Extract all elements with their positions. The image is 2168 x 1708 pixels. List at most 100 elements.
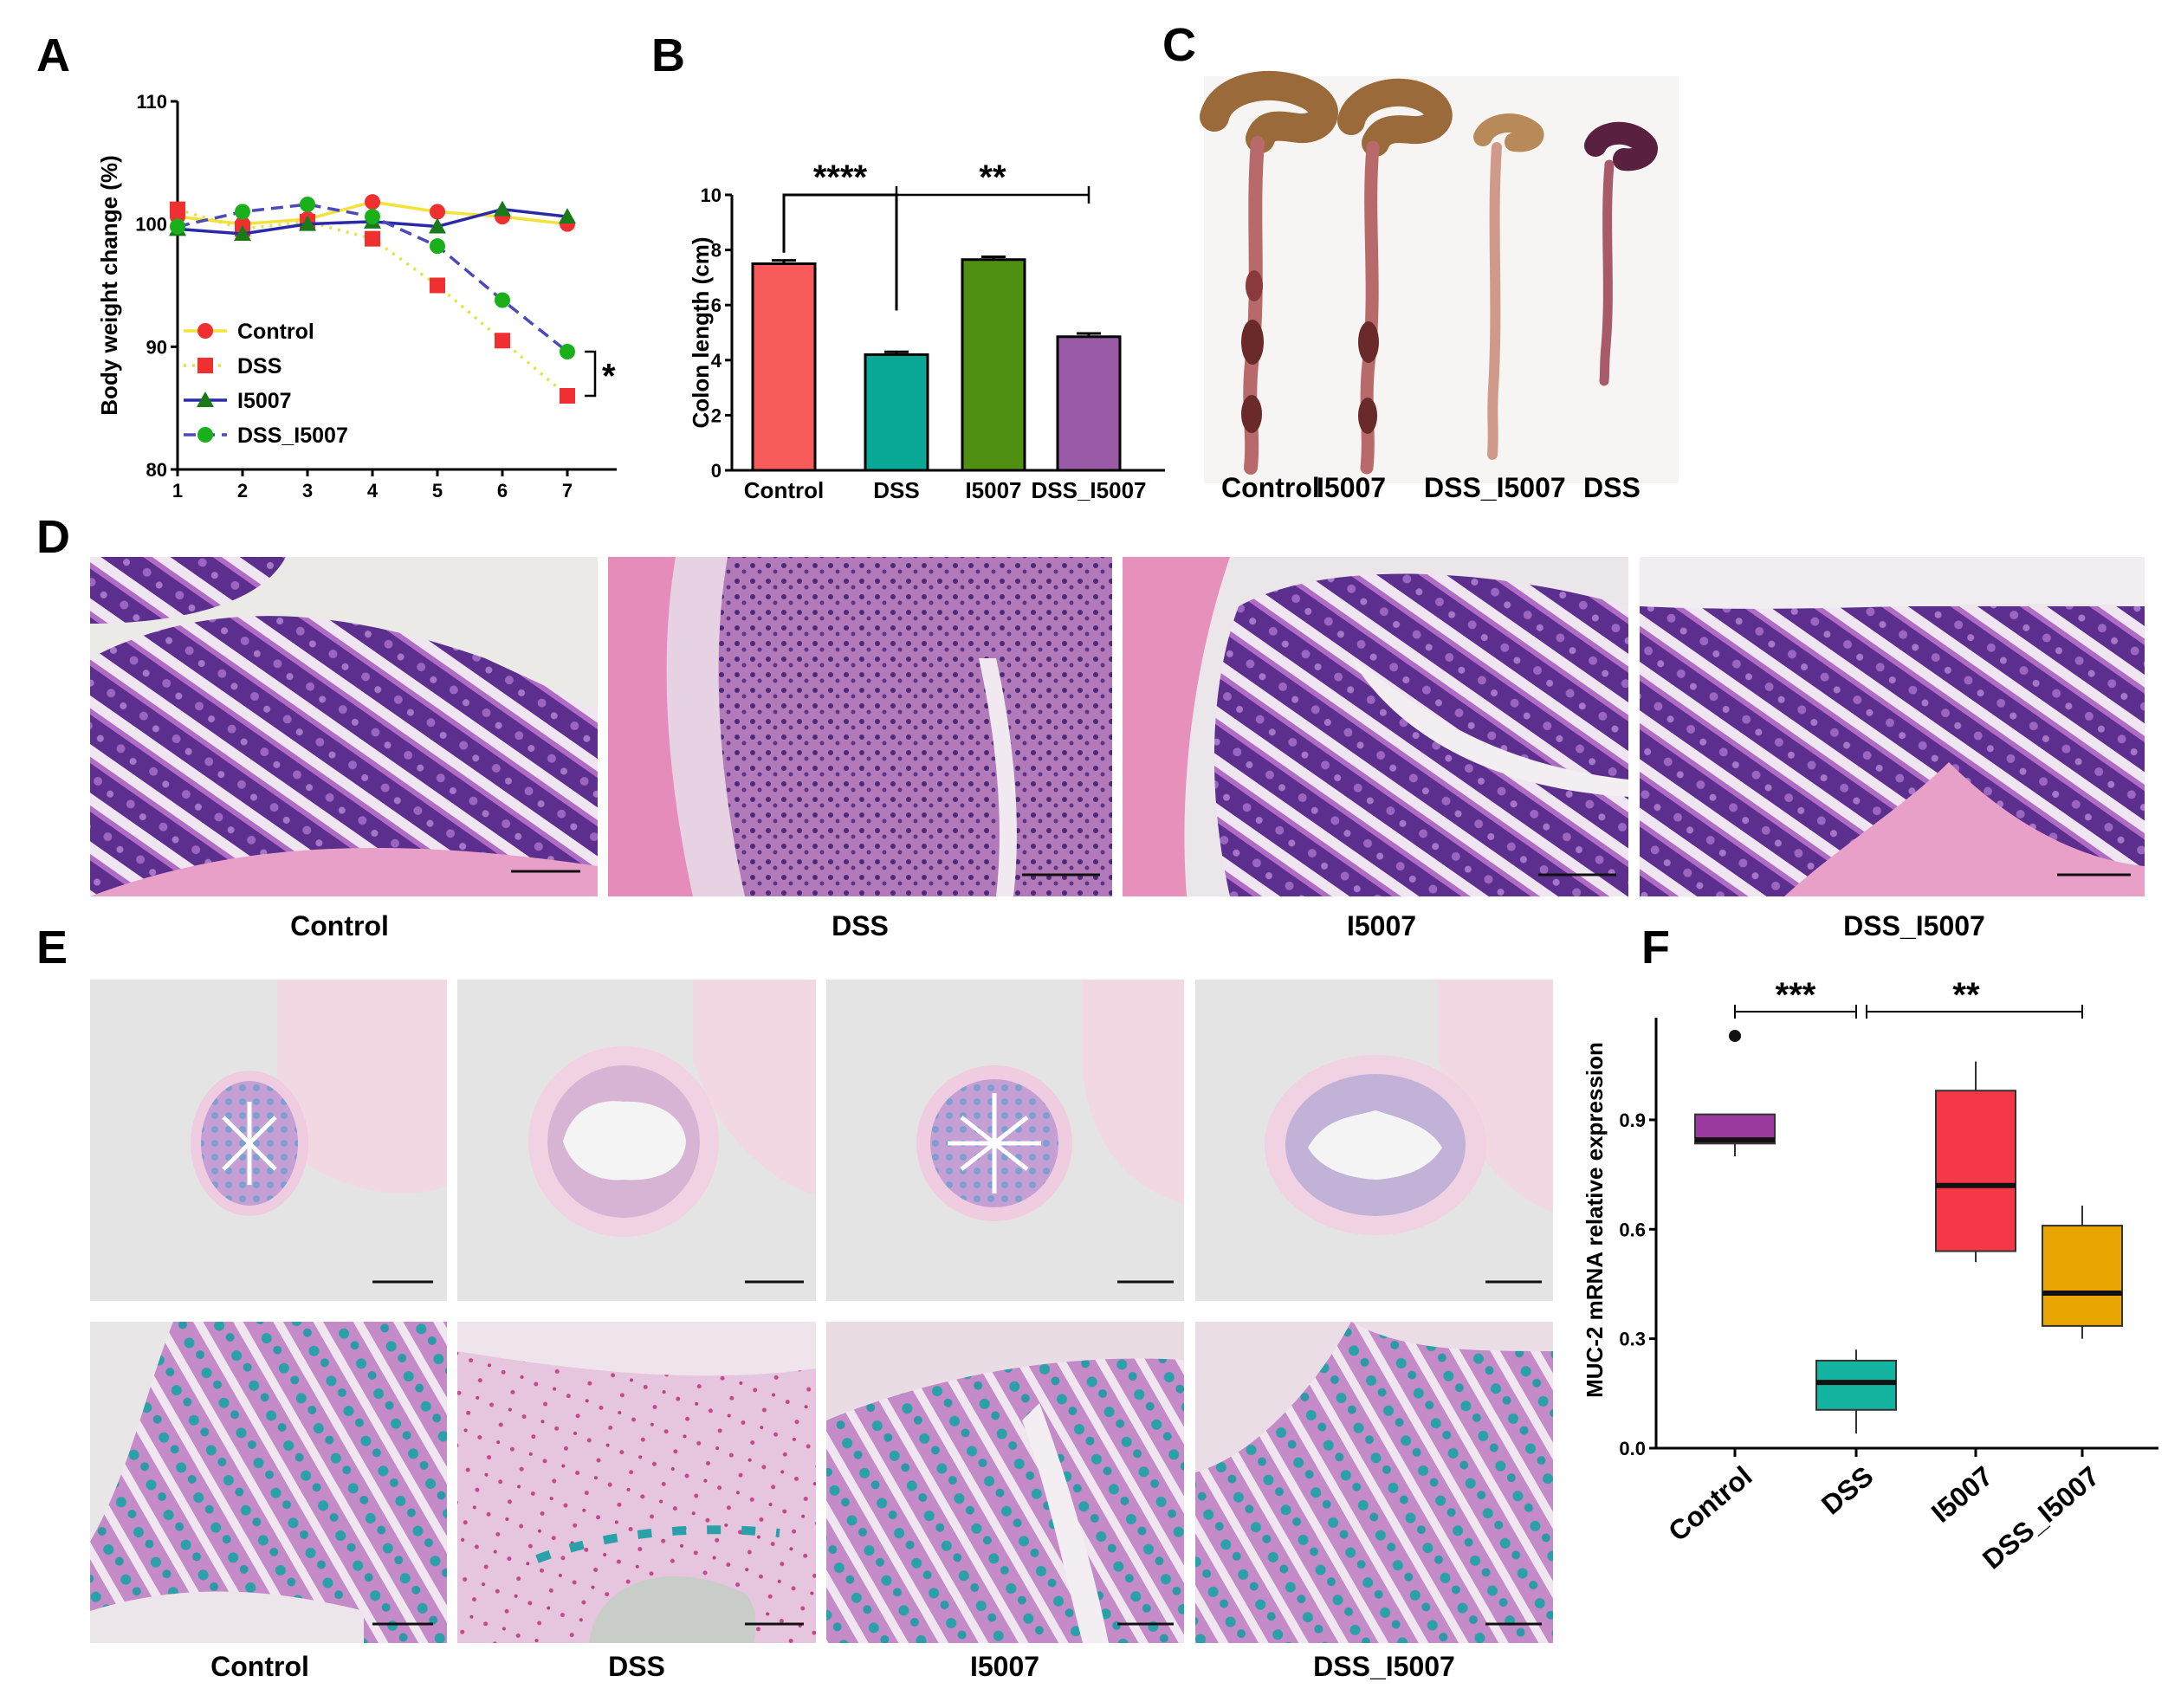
ab-zoom-dss xyxy=(457,1322,816,1643)
ab-label-i5007: I5007 xyxy=(970,1651,1039,1682)
panel-letter-d: D xyxy=(36,511,70,563)
photo-label-dss-i5007: DSS_I5007 xyxy=(1424,472,1566,503)
f-x-tick-label: I5007 xyxy=(1925,1460,1998,1529)
ab-label-dss-i5007: DSS_I5007 xyxy=(1313,1651,1455,1682)
a-point xyxy=(430,277,445,294)
a-point xyxy=(494,200,511,217)
f-y-tick-label: 0.9 xyxy=(1619,1110,1646,1131)
b-sig-label-2: ** xyxy=(979,159,1006,197)
he-image-dss-i5007 xyxy=(1640,557,2145,896)
ab-cross-section-control xyxy=(90,980,447,1301)
b-sig-bracket-2 xyxy=(895,186,1090,204)
a-legend-marker xyxy=(197,427,213,443)
he-label-i5007: I5007 xyxy=(1347,910,1416,941)
ab-cross-section-i5007 xyxy=(826,980,1184,1301)
b-y-axis-label: Colon length (cm) xyxy=(688,237,714,429)
a-legend-label: Control xyxy=(237,320,314,344)
f-x-tick-label: Control xyxy=(1662,1460,1757,1548)
a-legend-item: I5007 xyxy=(184,389,292,413)
a-point xyxy=(365,194,380,210)
b-x-tick-label: Control xyxy=(744,477,824,503)
a-x-tick-label: 2 xyxy=(237,480,248,501)
a-point xyxy=(495,333,510,349)
f-x-tick-label: DSS xyxy=(1815,1460,1880,1521)
a-x-tick-label: 1 xyxy=(172,480,183,501)
a-point xyxy=(234,225,251,241)
f-y-tick-label: 0.3 xyxy=(1619,1329,1646,1350)
colon-specimen-control xyxy=(1200,71,1338,475)
a-y-tick-label: 110 xyxy=(137,91,168,113)
a-point xyxy=(560,344,575,359)
ab-label-dss: DSS xyxy=(608,1651,665,1682)
he-label-dss-i5007: DSS_I5007 xyxy=(1843,910,1985,941)
body-weight-line-chart: 80 90 100 110 1 2 3 4 5 6 7 Body weight change (%) *… xyxy=(96,91,617,501)
a-point xyxy=(365,230,380,247)
a-point xyxy=(170,218,185,235)
b-y-tick-label: 4 xyxy=(711,350,722,372)
ab-zoom-i5007 xyxy=(826,1322,1184,1643)
ab-histology-grid: Control DSS I5007 DSS_I5007 xyxy=(90,980,1553,1682)
a-legend-label: I5007 xyxy=(237,389,292,413)
b-bar xyxy=(961,258,1026,472)
ab-zoom-control xyxy=(90,1322,447,1643)
f-x-tick-label: DSS_I5007 xyxy=(1977,1460,2106,1575)
a-point xyxy=(560,388,575,404)
a-point xyxy=(300,197,315,212)
a-legend-marker xyxy=(197,323,213,339)
muc2-box-plot: 0.0 0.3 0.6 0.9 MUC-2 mRNA relative expressi… xyxy=(1582,976,2158,1575)
a-point xyxy=(299,215,316,231)
b-y-tick-label: 0 xyxy=(711,460,722,482)
a-x-tick-label: 5 xyxy=(432,480,443,501)
f-y-axis-label: MUC-2 mRNA relative expression xyxy=(1582,1042,1608,1398)
f-outlier xyxy=(1729,1030,1741,1043)
a-sig-bracket xyxy=(585,350,597,398)
f-box-control xyxy=(1694,1030,1776,1157)
f-box-body xyxy=(1815,1359,1897,1411)
f-sig-bracket-1 xyxy=(1734,1005,1857,1019)
b-y-tick-label: 8 xyxy=(711,240,722,262)
f-sig-label-2: ** xyxy=(1952,976,1980,1014)
b-bar xyxy=(1056,335,1122,472)
a-legend-marker xyxy=(197,358,213,373)
a-legend-item: DSS xyxy=(184,354,282,378)
a-point xyxy=(495,292,510,308)
a-y-tick-label: 80 xyxy=(146,459,167,481)
ab-label-control: Control xyxy=(210,1651,309,1682)
photo-label-i5007: I5007 xyxy=(1317,472,1386,503)
a-point xyxy=(429,217,446,234)
panel-letter-a: A xyxy=(36,29,70,81)
ab-zoom-dss-i5007 xyxy=(1195,1322,1553,1643)
a-legend: Control DSS I5007 DSS_I5007 xyxy=(184,320,348,448)
b-y-tick-label: 2 xyxy=(711,404,722,426)
a-series-dss-i5007 xyxy=(170,197,575,359)
colon-specimen-dss xyxy=(1584,121,1658,386)
b-x-tick-label: DSS_I5007 xyxy=(1032,477,1147,503)
a-point xyxy=(365,209,380,225)
panel-letter-e: E xyxy=(36,922,68,974)
a-y-tick-label: 90 xyxy=(146,336,167,358)
b-y-tick-label: 10 xyxy=(701,184,722,206)
panel-letter-c: C xyxy=(1162,19,1196,71)
a-x-tick-label: 6 xyxy=(497,480,508,501)
a-x-tick-label: 3 xyxy=(302,480,313,501)
he-label-dss: DSS xyxy=(832,910,889,941)
panel-letter-b: B xyxy=(651,29,685,81)
f-y-tick-label: 0.0 xyxy=(1619,1438,1646,1459)
a-point xyxy=(559,208,576,224)
a-sig-label: * xyxy=(602,358,616,396)
colon-photo: Control I5007 DSS_I5007 DSS xyxy=(1200,71,1679,503)
a-legend-label: DSS xyxy=(237,354,282,378)
photo-label-control: Control xyxy=(1221,472,1320,503)
a-legend-label: DSS_I5007 xyxy=(237,424,348,448)
colon-specimen-i5007 xyxy=(1337,78,1453,475)
colon-specimen-dss-i5007 xyxy=(1473,113,1544,460)
f-y-tick-label: 0.6 xyxy=(1619,1219,1646,1240)
ab-cross-section-dss xyxy=(457,980,816,1301)
a-x-tick-label: 7 xyxy=(562,480,573,501)
f-box-body xyxy=(2042,1225,2123,1327)
a-point xyxy=(170,201,185,217)
a-point xyxy=(430,238,445,255)
f-box-dss-i5007 xyxy=(2042,1205,2123,1339)
a-x-tick-label: 4 xyxy=(367,480,379,501)
